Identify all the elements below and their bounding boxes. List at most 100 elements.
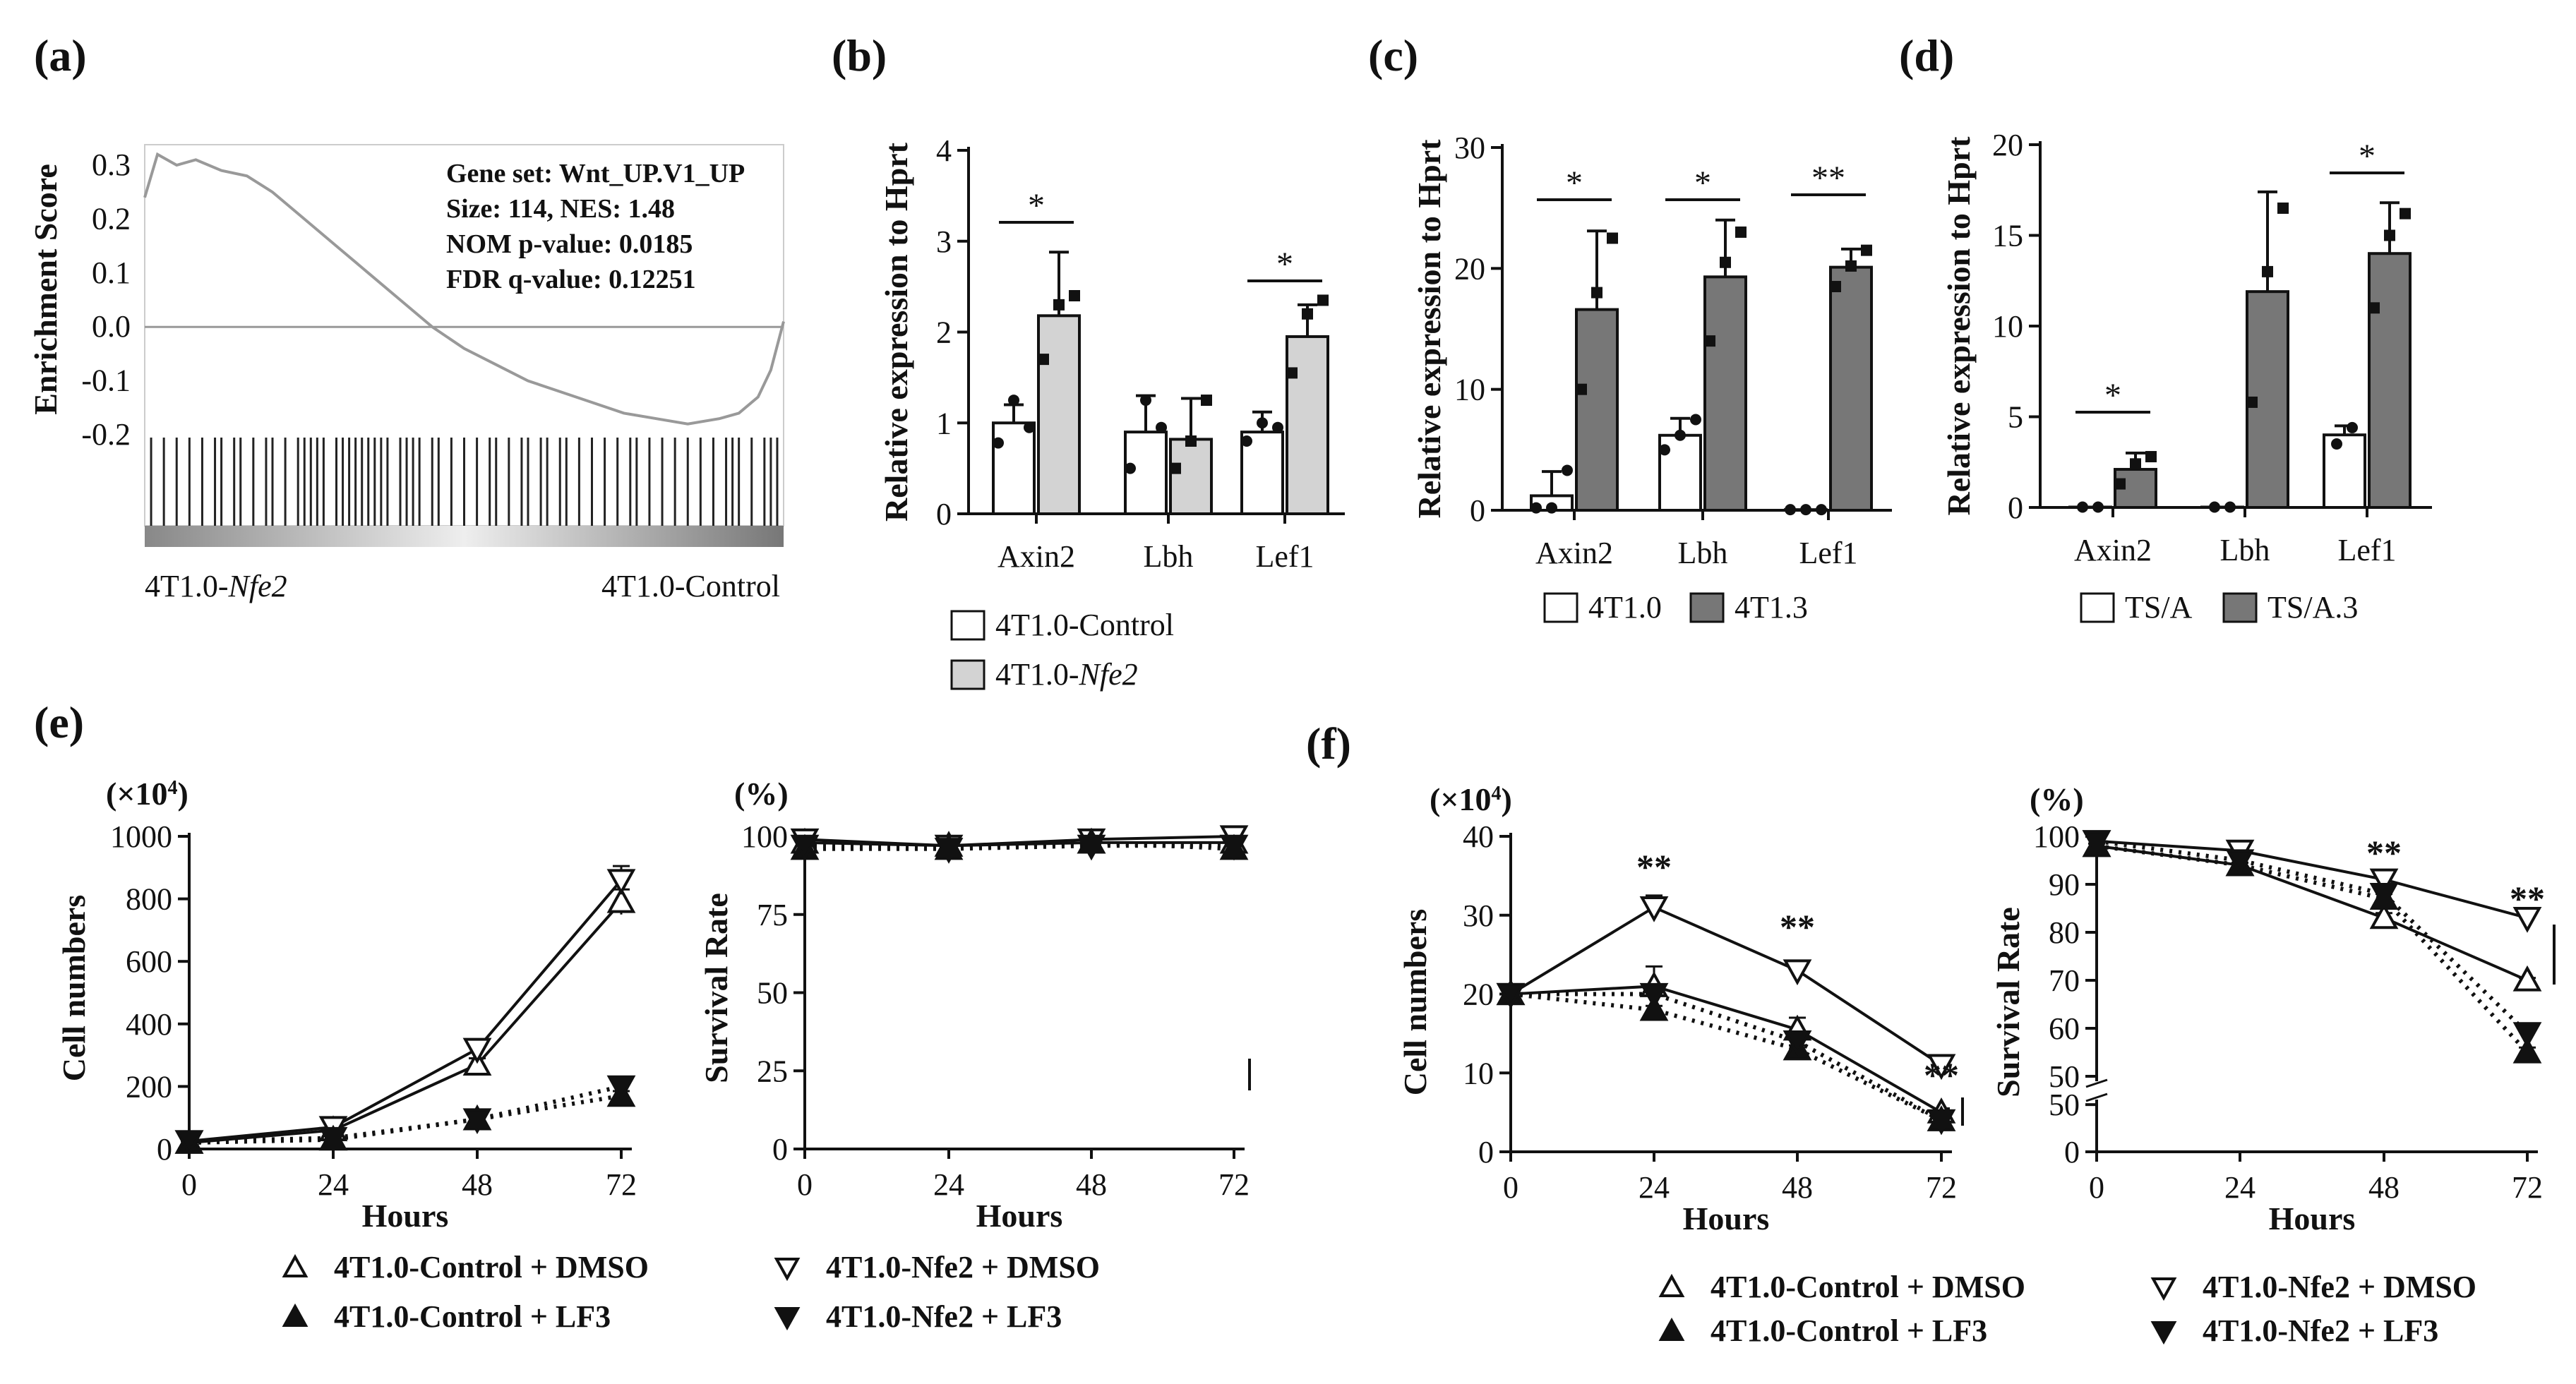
significance-mark: ** [1811, 160, 1845, 197]
y-axis-label: Relative expression to Hprt [1411, 139, 1447, 519]
legend-label: 4T1.0-Nfe2 + LF3 [2203, 1313, 2438, 1348]
data-point [1735, 226, 1747, 238]
x-tick-label: 24 [1639, 1170, 1670, 1205]
gsea-annotation: Size: 114, NES: 1.48 [446, 194, 675, 224]
data-point [1257, 417, 1268, 429]
y-axis-label: Enrichment Score [28, 164, 64, 415]
y-tick-label: 90 [2049, 867, 2080, 902]
data-point [1272, 421, 1283, 433]
x-tick-label: 24 [318, 1167, 349, 1202]
gsea-annotation: Gene set: Wnt_UP.V1_UP [446, 159, 745, 188]
legend-marker [1658, 1273, 1685, 1297]
bar-treatment [1829, 265, 1873, 512]
y-tick-label: 4 [936, 133, 952, 168]
data-point [2209, 501, 2220, 513]
panel-label-f: (f) [1306, 718, 1351, 769]
bar-treatment [1703, 275, 1747, 512]
series-line [1510, 985, 1942, 1114]
data-point [2077, 501, 2088, 513]
y-tick-label: 0.0 [92, 309, 131, 344]
series-line [804, 841, 1234, 848]
panel-b-barchart: 0 1 2 3 4 Relative expression to Hprt Axin2 Lbh… [878, 133, 1345, 692]
y-unit-label: (%) [2030, 781, 2084, 817]
line-chart-legends: 4T1.0-Control + DMSO 4T1.0-Nfe2 + DMSO 4T1… [282, 1250, 2476, 1348]
legend-swatch [950, 610, 986, 641]
y-tick-label: 1000 [110, 819, 172, 854]
panel-d-barchart: 0 5 10 15 20 Relative expression to Hprt Axin2… [1941, 128, 2432, 625]
data-point [2400, 207, 2411, 219]
series-marker [790, 834, 820, 861]
data-point [993, 437, 1004, 449]
category-label: Lef1 [2337, 533, 2396, 567]
y-tick-label: 50 [2049, 1088, 2080, 1122]
data-point [2262, 265, 2273, 277]
x-axis-label: Hours [1683, 1201, 1770, 1236]
series-marker [1077, 834, 1106, 861]
series-marker [2225, 849, 2255, 876]
y-tick-label: 10 [1463, 1056, 1494, 1090]
y-tick-label: 40 [1463, 819, 1494, 854]
panel-e-cell-numbers: 0 200 400 600 800 1000 0 24 48 72 Hours Cell number… [56, 776, 637, 1234]
y-axis-label: Survival Rate [1990, 907, 2026, 1097]
y-tick-label: 70 [2049, 963, 2080, 998]
series-marker [934, 838, 964, 864]
legend-label: 4T1.3 [1735, 590, 1808, 625]
x-tick-label: 48 [2368, 1170, 2400, 1205]
y-tick-label: 200 [126, 1069, 172, 1104]
data-point [1008, 395, 1019, 407]
bar-treatment [2368, 252, 2412, 509]
y-axis-label: Relative expression to Hprt [878, 142, 914, 522]
x-axis-label: Hours [2269, 1201, 2356, 1236]
legend-swatch [2222, 592, 2258, 623]
data-point [2347, 421, 2358, 433]
series-marker [1783, 959, 1812, 986]
legend-label: TS/A [2125, 590, 2193, 625]
significance-mark: * [1566, 164, 1583, 202]
category-label: Lef1 [1799, 536, 1857, 570]
y-tick-label: 100 [741, 819, 788, 854]
x-tick-label: 24 [2224, 1170, 2256, 1205]
y-tick-label: 80 [2049, 915, 2080, 950]
data-point [2331, 438, 2342, 450]
y-tick-label: 2 [936, 315, 952, 350]
series-line [1511, 992, 1943, 1122]
series-marker [2512, 965, 2542, 992]
x-tick-label: 0 [797, 1167, 813, 1202]
x-tick-label: 48 [462, 1167, 493, 1202]
y-axis-label: Cell numbers [1397, 909, 1433, 1096]
panel-e-survival-rate: 0 25 50 75 100 0 24 48 72 Hours Survival Rate (%) [698, 776, 1251, 1234]
data-point [1816, 504, 1827, 516]
data-point [1720, 256, 1731, 268]
legend-label: 4T1.0-Control [995, 608, 1174, 642]
x-tick-label: 72 [2512, 1170, 2543, 1205]
series-line [2096, 838, 2529, 1035]
legend-label: 4T1.0-Control + LF3 [334, 1299, 611, 1334]
series-line [188, 879, 623, 1143]
category-label: Lbh [2220, 533, 2270, 567]
y-tick-label: 3 [936, 224, 952, 259]
data-point [2277, 202, 2289, 214]
legend-swatch [950, 659, 986, 690]
data-point [1659, 444, 1670, 456]
legend-swatch [1543, 592, 1578, 623]
series-marker [2512, 1022, 2542, 1048]
panel-f-cell-numbers: 0 10 20 30 40 0 24 48 72 Hours Cell numbers (×104) *… [1397, 781, 1964, 1236]
y-tick-label: 20 [1992, 128, 2023, 162]
y-axis-label: Relative expression to Hprt [1941, 136, 1977, 516]
series-marker [2082, 830, 2111, 856]
data-point [1185, 435, 1197, 447]
y-tick-label: 25 [757, 1054, 788, 1088]
x-tick-label: 72 [1218, 1167, 1250, 1202]
series-line [804, 835, 1235, 848]
legend-label: 4T1.0-Control + LF3 [1711, 1313, 1987, 1348]
series-line [2096, 844, 2528, 982]
enrichment-curve [143, 152, 785, 426]
data-point [2368, 302, 2380, 314]
y-tick-label: 800 [126, 882, 172, 917]
x-tick-label: 48 [1782, 1170, 1813, 1205]
legend-label: 4T1.0-Nfe2 + DMSO [2203, 1270, 2476, 1304]
series-marker [2369, 883, 2399, 909]
y-unit-label: (×104) [1430, 781, 1512, 817]
